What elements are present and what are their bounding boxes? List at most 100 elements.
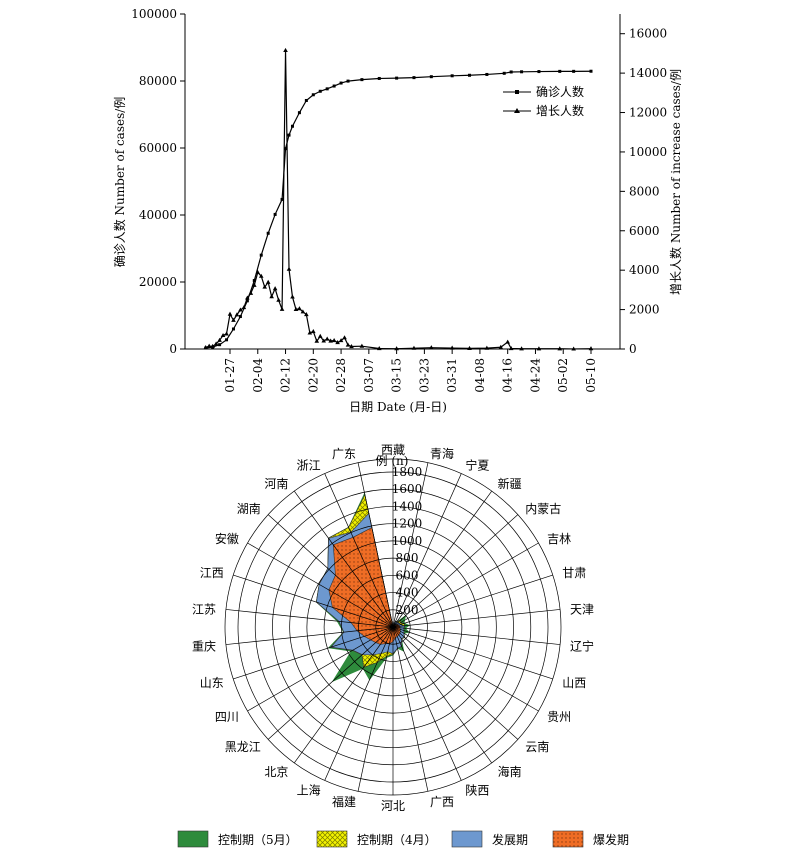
line-chart: 0 20000 40000 60000 80000 100000 0 2000 4000 600… — [112, 7, 683, 414]
radar-spoke — [225, 626, 394, 645]
confirmed-cases-point — [429, 75, 433, 79]
increase-cases-point — [245, 295, 250, 300]
right-y-tick-label: 14000 — [629, 66, 667, 80]
confirmed-cases-point — [377, 76, 381, 80]
right-y-tick-label: 2000 — [629, 303, 660, 317]
confirmed-cases-point — [266, 231, 270, 235]
radar-category-label: 云南 — [525, 739, 549, 754]
confirmed-cases-point — [318, 89, 322, 93]
increase-cases-point — [269, 294, 274, 299]
radar-category-label: 宁夏 — [465, 457, 489, 472]
radar-spoke — [247, 626, 394, 712]
legend-swatch-icon — [177, 830, 209, 848]
increase-cases-point — [411, 345, 417, 350]
confirmed-cases-point — [259, 253, 263, 257]
radar-r-tick-label: 800 — [396, 551, 419, 565]
increase-cases-point — [224, 331, 229, 336]
x-tick-label: 05-02 — [556, 358, 570, 393]
increase-cases-point — [536, 346, 542, 351]
radar-spoke — [392, 626, 539, 712]
radar-category-label: 江苏 — [192, 602, 216, 616]
left-y-tick-label: 80000 — [139, 74, 177, 88]
increase-cases-point — [498, 344, 504, 349]
radar-category-label: 河北 — [381, 799, 405, 813]
legend-marker-triangle-icon — [514, 108, 520, 113]
radar-spoke — [233, 626, 394, 680]
increase-cases-point — [505, 339, 510, 344]
radar-category-label: 黑龙江 — [225, 740, 261, 754]
increase-cases-point — [241, 305, 247, 310]
increase-cases-point — [338, 338, 344, 343]
increase-cases-point — [324, 336, 330, 341]
radar-category-label: 陕西 — [465, 783, 489, 798]
x-tick-label: 01-27 — [223, 358, 237, 393]
radar-spoke — [392, 626, 553, 680]
radar-axis-unit-label: 例 (n) — [376, 454, 409, 468]
confirmed-cases-point — [502, 71, 506, 75]
radar-category-label: 重庆 — [192, 640, 216, 654]
increase-cases-point — [276, 297, 281, 302]
increase-cases-point — [571, 346, 576, 351]
increase-cases-point — [376, 346, 382, 351]
confirmed-cases-point — [360, 78, 364, 82]
radar-category-label: 天津 — [570, 602, 594, 616]
radar-r-tick-label: 1800 — [392, 465, 423, 479]
confirmed-cases-point — [252, 279, 256, 283]
radar-category-label: 安徽 — [215, 531, 239, 546]
radar-r-ticks: 200 400 600 800 1000 1200 1400 1600 1800 — [392, 465, 423, 617]
radar-r-tick-label: 1200 — [392, 517, 423, 531]
increase-cases-point — [220, 332, 226, 338]
increase-cases-point — [265, 279, 271, 284]
confirmed-cases-point — [290, 124, 294, 128]
confirmed-cases-point — [287, 133, 291, 137]
radar-category-label: 贵州 — [547, 710, 571, 724]
increase-cases-point — [429, 345, 434, 350]
legend-label-confirmed: 确诊人数 — [536, 84, 584, 99]
radar-legend: 控制期（5月） 控制期（4月） 发展期 爆发期 — [177, 830, 629, 848]
increase-cases-point — [286, 266, 292, 271]
confirmed-cases-point — [509, 70, 513, 74]
increase-cases-point — [206, 343, 212, 348]
increase-cases-point — [248, 290, 254, 295]
confirmed-cases-point — [412, 76, 416, 80]
radar-category-label: 甘肃 — [562, 566, 586, 580]
right-y-tick-label: 16000 — [629, 27, 667, 41]
increase-cases-point — [588, 346, 594, 351]
radar-spoke — [392, 473, 462, 628]
confirmed-cases-line — [205, 70, 592, 349]
radar-spoke — [392, 574, 553, 628]
radar-category-label: 福建 — [332, 794, 356, 809]
left-y-tick-label: 60000 — [139, 141, 177, 155]
confirmed-cases-point — [537, 70, 541, 74]
x-tick-label: 03-07 — [362, 358, 376, 393]
confirmed-cases-point — [558, 69, 562, 73]
radar-category-label: 海南 — [498, 764, 522, 779]
confirmed-cases-point — [273, 212, 277, 216]
confirmed-cases-point — [311, 93, 315, 97]
increase-cases-point — [328, 338, 333, 343]
confirmed-cases-point — [284, 147, 288, 151]
radar-category-label: 江西 — [200, 566, 224, 580]
x-tick-label: 03-15 — [390, 358, 404, 393]
legend-swatch-icon — [316, 830, 348, 848]
confirmed-cases-point — [346, 79, 350, 83]
confirmed-cases-point — [450, 74, 454, 78]
radar-spoke — [293, 626, 394, 764]
confirmed-cases-point — [297, 111, 301, 115]
confirmed-cases-point — [218, 343, 222, 347]
right-y-ticks: 0 2000 4000 6000 8000 10000 12000 14000 16000 — [620, 27, 667, 356]
right-y-tick-label: 0 — [629, 342, 637, 356]
legend-swatch-icon — [451, 830, 483, 848]
increase-cases-point — [293, 306, 299, 312]
increase-cases-point — [234, 312, 240, 317]
increase-cases-point — [335, 340, 340, 345]
increase-cases-point — [394, 346, 399, 351]
increase-cases-line — [205, 50, 592, 350]
confirmed-cases-point — [238, 315, 242, 319]
radar-category-label: 青海 — [430, 446, 454, 461]
increase-cases-point — [213, 341, 219, 346]
radar-r-tick-label: 400 — [396, 586, 419, 600]
confirmed-cases-point — [468, 73, 472, 77]
x-tick-label: 04-08 — [473, 358, 487, 393]
